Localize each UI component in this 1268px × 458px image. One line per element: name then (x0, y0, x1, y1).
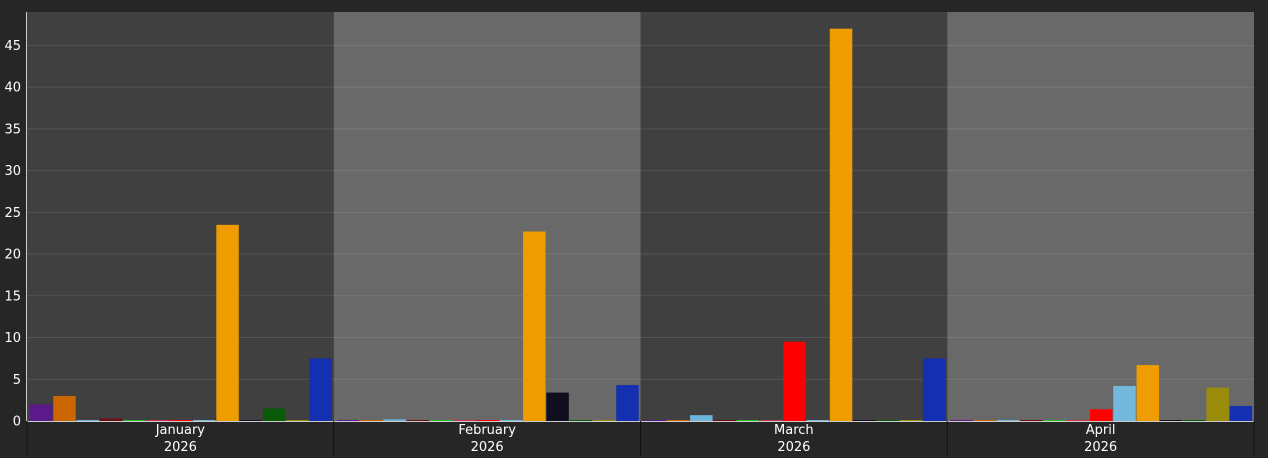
bar (286, 420, 309, 421)
bar (899, 420, 923, 421)
bar (922, 358, 946, 421)
bar (193, 420, 216, 421)
x-category-year-label: 2026 (164, 440, 197, 455)
bar (1183, 420, 1206, 421)
bar (1113, 385, 1136, 421)
bar (336, 420, 360, 421)
bar (1089, 409, 1113, 421)
bar (1136, 365, 1160, 421)
bar (53, 395, 76, 421)
bar (360, 420, 383, 421)
x-category-month-label: February (458, 423, 516, 438)
bar (76, 420, 100, 421)
y-tick-label: 15 (4, 289, 21, 304)
bar (383, 419, 406, 421)
bar (1159, 420, 1183, 421)
category-band-january (27, 12, 334, 421)
category-band-april (947, 12, 1254, 421)
bar (569, 420, 593, 421)
bar (453, 420, 476, 421)
bar (690, 415, 713, 421)
bar (713, 420, 736, 421)
y-tick-label: 25 (4, 206, 21, 221)
x-category-year-label: 2026 (777, 440, 810, 455)
x-category-month-label: April (1086, 423, 1116, 438)
bar (829, 28, 853, 421)
y-tick-label: 0 (13, 415, 21, 430)
x-category-month-label: January (155, 423, 206, 438)
x-category-month-label: March (774, 423, 814, 438)
y-tick-label: 20 (4, 248, 21, 263)
bar (1020, 420, 1043, 421)
y-tick-label: 5 (13, 373, 21, 388)
y-tick-label: 45 (4, 39, 21, 54)
bar (1206, 387, 1229, 421)
y-tick-label: 30 (4, 164, 21, 179)
bar (853, 420, 876, 421)
bar (973, 420, 997, 421)
bar (99, 418, 123, 421)
bar (406, 420, 430, 421)
bar (1043, 420, 1066, 421)
bar (429, 420, 453, 421)
bar (476, 420, 499, 421)
bar (1066, 420, 1090, 421)
bar (876, 420, 899, 421)
bar (262, 408, 286, 421)
bar (736, 420, 760, 421)
category-band-february (333, 12, 641, 421)
y-tick-label: 10 (4, 331, 21, 346)
bar (759, 420, 783, 421)
bar (523, 231, 546, 421)
x-category-year-label: 2026 (471, 440, 504, 455)
x-category-year-label: 2026 (1084, 440, 1117, 455)
bar (309, 358, 332, 421)
bar (1229, 405, 1253, 421)
bar (592, 420, 616, 421)
bar (996, 420, 1020, 421)
bar (239, 420, 263, 421)
bar (499, 420, 523, 421)
bar (123, 420, 146, 421)
bar (216, 224, 239, 421)
bar (666, 420, 690, 421)
bar (546, 392, 569, 421)
y-tick-label: 35 (4, 122, 21, 137)
bar (616, 385, 639, 421)
bar (30, 404, 53, 421)
bar (950, 420, 973, 421)
bar (169, 420, 193, 421)
y-tick-label: 40 (4, 81, 21, 96)
bar (806, 420, 830, 421)
bar (146, 420, 169, 421)
bar (783, 341, 806, 421)
bar (643, 420, 666, 421)
